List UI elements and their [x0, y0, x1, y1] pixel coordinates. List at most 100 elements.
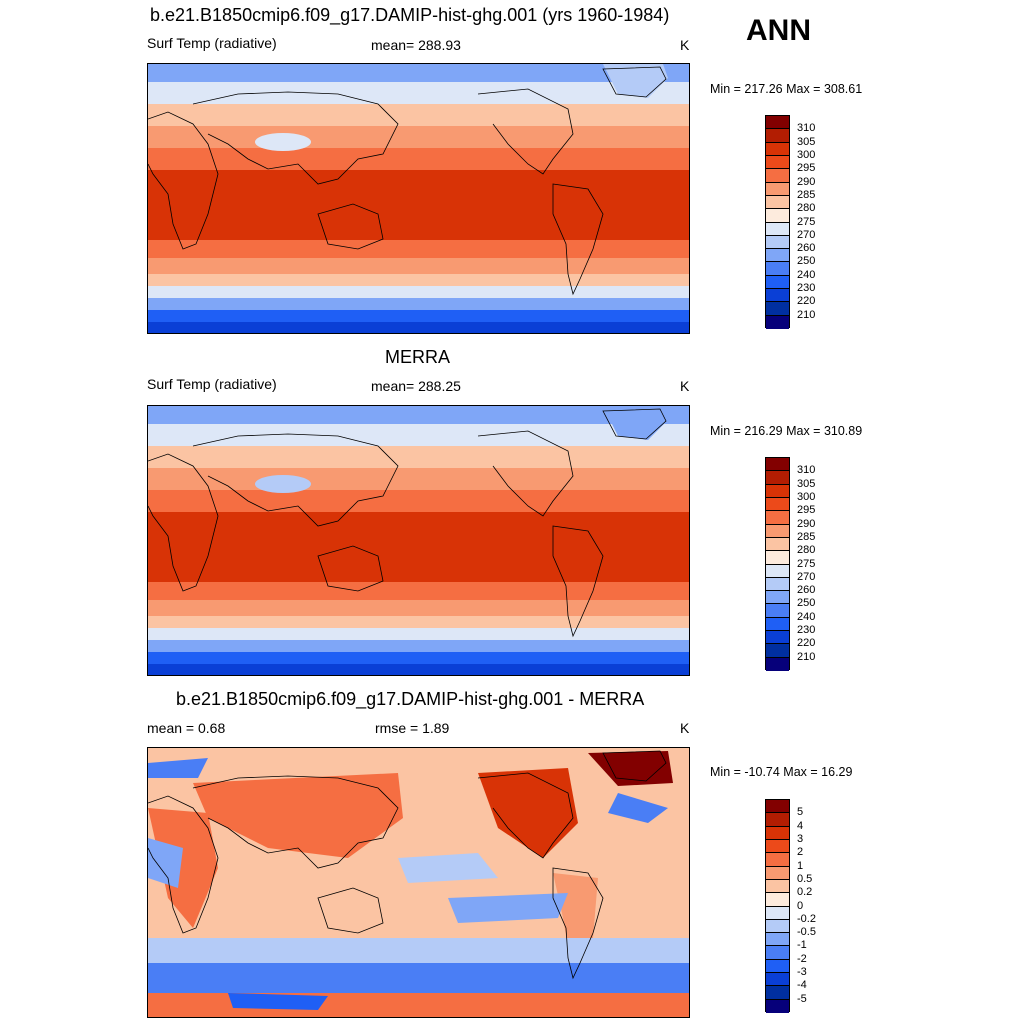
- panel-2-colorbar-bin: [766, 591, 789, 605]
- panel-3-title: b.e21.B1850cmip6.f09_g17.DAMIP-hist-ghg.…: [176, 689, 645, 709]
- panel-1-colorbar-bin: [766, 169, 789, 183]
- panel-2-colorbar-bin: [766, 564, 789, 578]
- panel-2-colorbar-bin: [766, 471, 789, 485]
- panel-1-colorbar-bin: [766, 315, 789, 329]
- panel-1-colorbar-bin: [766, 209, 789, 223]
- panel-1-colorbar-bin: [766, 275, 789, 290]
- panel-2-colorbar-tick-label: 300: [797, 490, 816, 503]
- panel-1-colorbar-tick-label: 300: [797, 148, 816, 161]
- panel-3-colorbar-bin: [766, 839, 789, 854]
- panel-1-colorbar-bin: [766, 195, 789, 210]
- panel-2-mean-label: mean= 288.25: [371, 378, 461, 394]
- panel-1-colorbar-tick-label: 275: [797, 215, 816, 228]
- panel-2-colorbar-tick-label: 260: [797, 584, 816, 597]
- panel-3-colorbar-bin: [766, 959, 789, 974]
- panel-2-colorbar-bin: [766, 644, 789, 658]
- panel-2-title: MERRA: [385, 347, 451, 367]
- panel-1-colorbar-bin: [766, 182, 789, 196]
- panel-3-colorbar-tick-label: 5: [797, 806, 804, 819]
- panel-3-colorbar-bin: [766, 919, 789, 934]
- panel-2-colorbar-bin: [766, 497, 789, 512]
- panel-1-colorbar-bin: [766, 129, 789, 143]
- panel-3-mean-label: mean = 0.68: [147, 720, 226, 736]
- panel-3-map: [147, 747, 690, 1018]
- panel-1-colorbar-tick-label: 250: [797, 255, 816, 268]
- panel-3-colorbar-bin: [766, 893, 789, 907]
- panel-2-colorbar-bin: [766, 458, 789, 472]
- panel-3-colorbar-tick-label: 0: [797, 899, 804, 912]
- panel-2-colorbar: [765, 457, 790, 671]
- panel-2-colorbar-tick-label: 310: [797, 464, 816, 477]
- panel-2-variable-label: Surf Temp (radiative): [147, 376, 277, 392]
- panel-1-colorbar-tick-label: 305: [797, 135, 816, 148]
- panel-1-title: b.e21.B1850cmip6.f09_g17.DAMIP-hist-ghg.…: [150, 5, 670, 25]
- season-label: ANN: [746, 14, 811, 47]
- panel-3-colorbar-bin: [766, 946, 789, 960]
- panel-2-colorbar-tick-label: 305: [797, 477, 816, 490]
- panel-2-colorbar-bin: [766, 577, 789, 592]
- panel-3-rmse-label: rmse = 1.89: [375, 720, 450, 736]
- panel-3-colorbar-tick-label: -5: [797, 992, 807, 1005]
- panel-2-map: [147, 405, 690, 676]
- panel-1-colorbar-tick-label: 220: [797, 295, 816, 308]
- panel-2-colorbar-bin: [766, 511, 789, 525]
- panel-1-colorbar-tick-label: 270: [797, 228, 816, 241]
- panel-2-colorbar-bin: [766, 537, 789, 552]
- panel-1-mean-label: mean= 288.93: [371, 37, 461, 53]
- panel-1-colorbar-bin: [766, 222, 789, 236]
- panel-2-colorbar-tick-label: 270: [797, 570, 816, 583]
- panel-3-colorbar-tick-label: -1: [797, 939, 807, 952]
- panel-1-colorbar-tick-label: 285: [797, 188, 816, 201]
- panel-3-colorbar-tick-label: -0.2: [797, 912, 816, 925]
- panel-3-colorbar-tick-label: -0.5: [797, 926, 816, 939]
- panel-3-units: K: [680, 720, 690, 736]
- panel-1-units: K: [680, 37, 690, 53]
- panel-2-colorbar-tick-label: 250: [797, 597, 816, 610]
- panel-1-colorbar-bin: [766, 249, 789, 263]
- panel-1-colorbar-bin: [766, 155, 789, 170]
- panel-3-colorbar-tick-label: -4: [797, 979, 807, 992]
- panel-3-colorbar-bin: [766, 853, 789, 867]
- panel-2-colorbar-bin: [766, 631, 789, 645]
- panel-2-colorbar-tick-label: 285: [797, 530, 816, 543]
- panel-3-colorbar-bin: [766, 800, 789, 814]
- panel-2-colorbar-tick-label: 210: [797, 650, 816, 663]
- panel-1-colorbar-tick-label: 210: [797, 308, 816, 321]
- panel-2-units: K: [680, 378, 690, 394]
- panel-1-colorbar-bin: [766, 142, 789, 156]
- panel-3-minmax: Min = -10.74 Max = 16.29: [710, 765, 853, 779]
- panel-3-colorbar-bin: [766, 879, 789, 894]
- panel-2-colorbar-bin: [766, 551, 789, 565]
- panel-1-colorbar: [765, 115, 790, 329]
- panel-1-colorbar-tick-label: 230: [797, 282, 816, 295]
- panel-1-colorbar-tick-label: 290: [797, 175, 816, 188]
- panel-1-colorbar-bin: [766, 235, 789, 250]
- panel-2-colorbar-tick-label: 280: [797, 544, 816, 557]
- panel-3-colorbar-bin: [766, 933, 789, 947]
- panel-2-colorbar-tick-label: 240: [797, 610, 816, 623]
- panel-2-colorbar-bin: [766, 484, 789, 498]
- panel-1-map: [147, 63, 690, 334]
- panel-2-colorbar-tick-label: 230: [797, 624, 816, 637]
- panel-1-colorbar-tick-label: 295: [797, 162, 816, 175]
- panel-2-colorbar-tick-label: 295: [797, 504, 816, 517]
- panel-3-colorbar-tick-label: -2: [797, 952, 807, 965]
- panel-3-colorbar-tick-label: 0.5: [797, 872, 813, 885]
- panel-3-colorbar-tick-label: 3: [797, 832, 804, 845]
- panel-3-colorbar-bin: [766, 813, 789, 827]
- panel-2-colorbar-bin: [766, 604, 789, 618]
- panel-1-colorbar-tick-label: 310: [797, 122, 816, 135]
- panel-2-colorbar-bin: [766, 524, 789, 538]
- panel-3-colorbar-bin: [766, 826, 789, 840]
- panel-2-colorbar-tick-label: 275: [797, 557, 816, 570]
- panel-2-colorbar-bin: [766, 657, 789, 671]
- panel-3-colorbar-bin: [766, 866, 789, 880]
- panel-3-colorbar-bin: [766, 986, 789, 1000]
- panel-1-colorbar-bin: [766, 302, 789, 316]
- panel-1-colorbar-tick-label: 260: [797, 242, 816, 255]
- panel-1-variable-label: Surf Temp (radiative): [147, 35, 277, 51]
- panel-3-colorbar-tick-label: 1: [797, 859, 804, 872]
- panel-1-colorbar-bin: [766, 262, 789, 276]
- panel-3-colorbar-tick-label: 0.2: [797, 886, 813, 899]
- panel-1-colorbar-tick-label: 280: [797, 202, 816, 215]
